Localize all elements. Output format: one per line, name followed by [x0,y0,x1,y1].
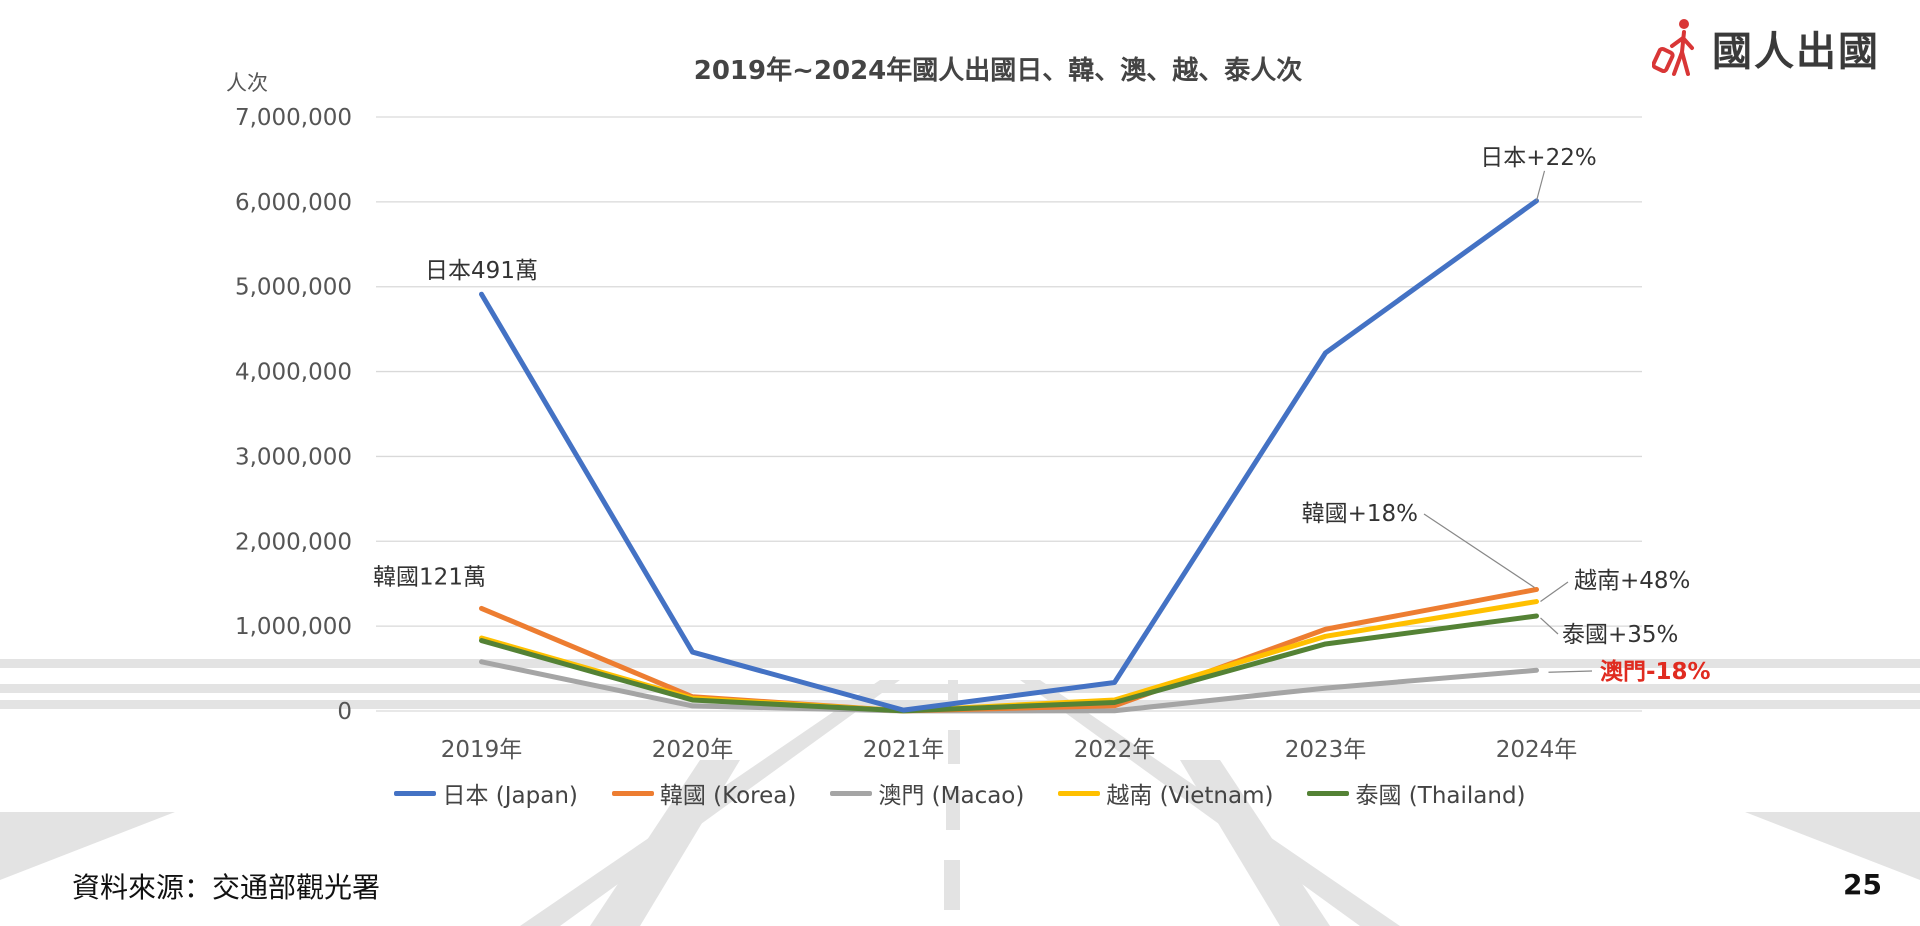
annotation-leader-line [1535,170,1546,201]
logo: 國人出國 [1652,16,1880,80]
runway-stripe [0,659,1920,668]
x-tick-label: 2024年 [1496,737,1578,763]
y-tick-label: 1,000,000 [235,614,352,640]
annotation-label: 澳門-18% [1600,659,1711,685]
x-tick-label: 2019年 [441,737,523,763]
legend-item: 越南 (Vietnam) [1058,776,1273,810]
x-tick-label: 2022年 [1074,737,1156,763]
page-number: 25 [1843,868,1882,901]
annotation-label: 泰國+35% [1562,622,1678,648]
runway-stripe [0,684,1920,693]
runway-centerline-dash [948,730,960,764]
series-line-japan [479,198,1539,713]
legend-swatch [1307,790,1350,796]
legend-swatch [394,790,437,796]
source-note: 資料來源：交通部觀光署 [72,871,381,904]
runway-centerline-dash [948,680,958,708]
traveler-luggage-icon [1652,19,1694,76]
runway-wedge-left [0,812,175,880]
logo-text: 國人出國 [1712,29,1880,75]
y-tick-label: 4,000,000 [235,360,352,386]
legend-label: 越南 (Vietnam) [1106,783,1274,809]
annotation-label: 越南+48% [1574,568,1690,594]
legend-swatch [611,790,654,796]
legend-label: 韓國 (Korea) [659,783,797,809]
annotation-leader-line [1423,513,1535,588]
y-tick-label: 2,000,000 [235,529,352,555]
runway-ray [1180,760,1330,926]
chart-title: 2019年~2024年國人出國日、韓、澳、越、泰人次 [694,55,1303,86]
series-line-thailand [479,613,1539,714]
annotation-label: 韓國+18% [1302,501,1418,527]
annotation-label: 韓國121萬 [373,564,486,590]
annotation-leader-line [1548,670,1593,673]
runway-wedge-right [1745,812,1920,880]
x-tick-label: 2020年 [652,737,734,763]
annotation-leader-line [1540,617,1559,635]
y-tick-label: 7,000,000 [235,105,352,131]
legend-label: 澳門 (Macao) [878,783,1025,809]
legend-item: 韓國 (Korea) [611,776,797,810]
legend-swatch [1058,790,1101,796]
x-tick-label: 2021年 [863,737,945,763]
runway-centerline-dash [946,790,960,830]
legend-item: 澳門 (Macao) [830,776,1024,810]
annotation-label: 日本+22% [1480,145,1596,171]
chart-legend: 日本 (Japan) 韓國 (Korea) 澳門 (Macao) 越南 (Vietna… [0,776,1920,810]
y-axis-label: 人次 [226,71,268,95]
legend-label: 日本 (Japan) [442,783,578,809]
x-tick-label: 2023年 [1285,737,1367,763]
legend-item: 日本 (Japan) [394,776,578,810]
y-tick-label: 0 [337,699,352,725]
runway-centerline-dash [944,860,960,910]
annotation-label: 日本491萬 [425,258,538,284]
y-tick-label: 6,000,000 [235,190,352,216]
runway-ray [590,760,740,926]
y-tick-label: 3,000,000 [235,444,352,470]
legend-label: 泰國 (Thailand) [1355,783,1526,809]
legend-item: 泰國 (Thailand) [1307,776,1526,810]
y-tick-label: 5,000,000 [235,275,352,301]
legend-swatch [830,790,873,796]
annotation-leader-line [1540,581,1569,603]
